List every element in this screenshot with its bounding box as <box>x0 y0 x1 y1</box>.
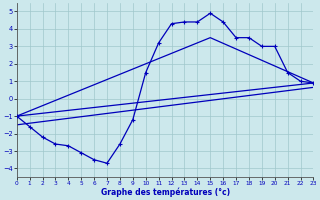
X-axis label: Graphe des températures (°c): Graphe des températures (°c) <box>100 188 230 197</box>
